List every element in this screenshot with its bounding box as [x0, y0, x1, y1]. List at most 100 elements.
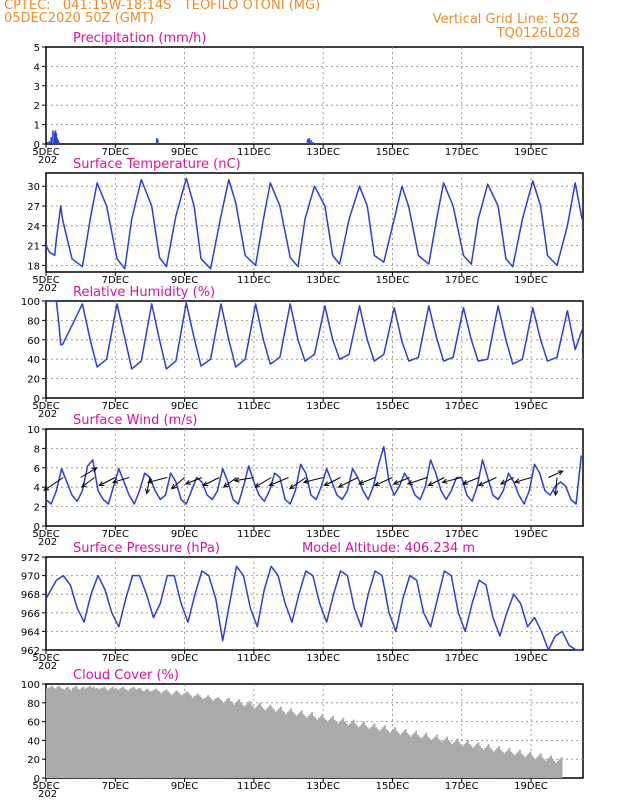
cloud-bar: [203, 698, 206, 778]
y-tick-label: 100: [21, 680, 40, 691]
cloud-bar: [314, 717, 317, 778]
cloud-bar: [477, 742, 480, 778]
cloud-bar: [518, 749, 521, 778]
precip-bar: [59, 143, 61, 144]
cloud-bar: [475, 744, 478, 778]
cloud-bar: [461, 746, 464, 778]
cloud-bar: [70, 690, 73, 778]
cloud-bar: [111, 686, 114, 778]
cloud-bar: [231, 702, 234, 778]
cloud-bar: [267, 706, 270, 778]
cloud-bar: [406, 732, 409, 778]
cloud-bar: [432, 738, 435, 778]
wind-arrowhead: [499, 479, 506, 485]
cloud-bar: [555, 762, 558, 778]
x-tick-label: 5DEC: [32, 781, 59, 792]
wind-arrowhead: [254, 482, 261, 488]
x-tick-label: 11DEC: [237, 781, 271, 792]
wind-vector: [478, 477, 497, 486]
cloud-bar: [465, 742, 468, 778]
wind-arrowhead: [337, 482, 344, 488]
cloud-bar: [511, 753, 515, 778]
cloud-bar: [52, 687, 55, 778]
cloud-bar: [136, 689, 139, 778]
wind-vector: [462, 477, 480, 485]
cloud-bar: [245, 704, 248, 778]
cloud-bar: [259, 702, 262, 778]
x-tick-label: 17DEC: [445, 401, 479, 412]
cloud-bar: [246, 702, 249, 778]
y-tick-label: 60: [27, 718, 40, 729]
x-tick-label: 5DEC: [32, 147, 59, 158]
cloud-bar: [380, 729, 383, 778]
cloud-bar: [560, 757, 563, 778]
cloud-bar: [503, 753, 506, 778]
cloud-bar: [385, 729, 388, 778]
x-year-label: 202: [38, 283, 57, 294]
cloud-bar: [163, 690, 166, 778]
x-tick-label: 19DEC: [514, 529, 548, 540]
x-tick-label: 5DEC: [32, 653, 59, 664]
y-tick-label: 968: [21, 590, 40, 601]
cloud-bar: [484, 747, 487, 778]
cloud-bar: [525, 755, 528, 778]
cloud-bar: [115, 687, 118, 778]
y-tick-label: 0: [34, 774, 40, 785]
cloud-bar: [77, 688, 80, 778]
cloud-bar: [338, 721, 341, 778]
panel-title: Surface Pressure (hPa): [73, 541, 220, 556]
x-tick-label: 15DEC: [376, 529, 410, 540]
y-tick-label: 3: [34, 82, 40, 93]
cloud-bar: [149, 691, 152, 778]
cloud-bar: [534, 759, 537, 778]
cloud-bar: [148, 690, 151, 778]
cloud-bar: [430, 740, 433, 778]
cloud-bar: [174, 691, 177, 778]
x-tick-label: 7DEC: [102, 401, 129, 412]
cloud-bar: [205, 697, 208, 778]
cloud-bar: [236, 700, 239, 778]
cloud-bar: [307, 715, 310, 778]
precip-bar: [55, 133, 58, 144]
cloud-bar: [82, 686, 85, 778]
cloud-bar: [262, 708, 265, 778]
x-tick-label: 7DEC: [102, 529, 129, 540]
y-tick-label: 8: [34, 444, 40, 455]
cloud-bar: [278, 708, 281, 778]
cloud-bar: [191, 698, 194, 778]
y-tick-label: 21: [27, 242, 40, 253]
x-tick-label: 5DEC: [32, 401, 59, 412]
series-line: [45, 565, 582, 651]
cloud-bar: [153, 689, 156, 778]
cloud-bar: [130, 687, 133, 778]
x-tick-label: 15DEC: [376, 781, 410, 792]
cloud-bar: [117, 689, 120, 778]
x-tick-label: 17DEC: [445, 529, 479, 540]
cloud-bar: [196, 693, 199, 778]
cloud-bar: [56, 686, 59, 778]
x-tick-label: 9DEC: [171, 401, 198, 412]
wind-vector: [254, 477, 272, 488]
cloud-bar: [110, 687, 113, 778]
cloud-bar: [290, 708, 293, 778]
cloud-bar: [558, 759, 561, 778]
cloud-bar: [333, 719, 336, 778]
cloud-bar: [531, 755, 534, 778]
x-tick-label: 19DEC: [514, 653, 548, 664]
cloud-bar: [75, 685, 78, 778]
cloud-bar: [78, 689, 81, 778]
cloud-bar: [123, 688, 126, 778]
wind-arrowhead: [373, 481, 380, 487]
cloud-bar: [454, 740, 457, 778]
x-tick-label: 15DEC: [376, 147, 410, 158]
cloud-bar: [240, 702, 243, 778]
wind-vector: [554, 477, 558, 496]
cloud-bar: [420, 738, 423, 778]
x-tick-label: 9DEC: [171, 147, 198, 158]
wind-vector: [269, 477, 289, 486]
y-tick-label: 40: [27, 355, 40, 366]
wind-vector: [80, 467, 97, 478]
precip-bar: [156, 139, 159, 144]
wind-arrowhead: [91, 467, 98, 473]
y-tick-label: 40: [27, 736, 40, 747]
